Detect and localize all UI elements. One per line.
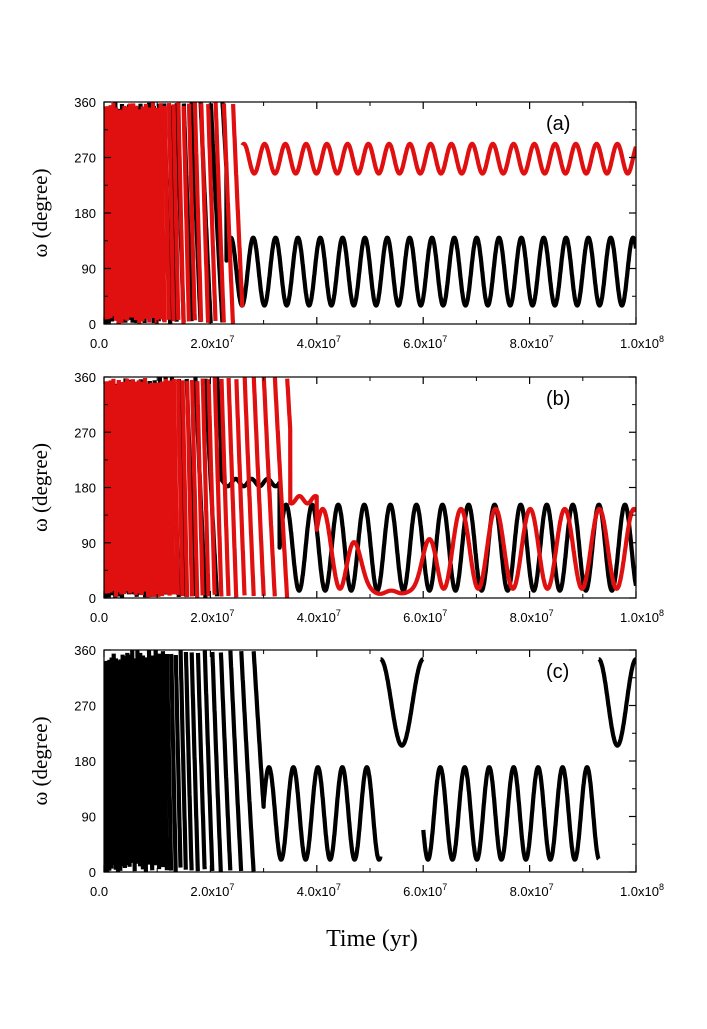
y-tick-label: 180 xyxy=(74,206,96,221)
x-tick-label: 0.0 xyxy=(90,336,108,351)
x-tick-label: 1.0x108 xyxy=(620,608,664,625)
y-tick-label: 180 xyxy=(74,754,96,769)
y-tick-label: 0 xyxy=(89,591,96,606)
x-tick-label: 1.0x108 xyxy=(620,882,664,899)
panel-label: (c) xyxy=(546,661,569,683)
y-tick-label: 180 xyxy=(74,481,96,496)
y-tick-label: 0 xyxy=(89,317,96,332)
x-tick-label: 8.0x107 xyxy=(510,882,554,899)
panel-b: 0 90 180 270 360 0.0 2.0x107 4.0x107 6.0x107 8.0x… xyxy=(28,370,664,625)
y-tick-label: 270 xyxy=(74,151,96,166)
x-tick-label: 6.0x107 xyxy=(403,334,447,351)
y-tick-label: 90 xyxy=(82,810,96,825)
x-tick-label: 2.0x107 xyxy=(190,882,234,899)
x-tick-label: 0.0 xyxy=(90,884,108,899)
y-tick-label: 360 xyxy=(74,370,96,385)
x-tick-label: 4.0x107 xyxy=(297,882,341,899)
x-tick-label: 6.0x107 xyxy=(403,882,447,899)
series-line-black xyxy=(104,650,636,872)
x-tick-label: 8.0x107 xyxy=(510,334,554,351)
panel-c: 0 90 180 270 360 0.0 2.0x107 4.0x107 6.0x107 8.0x… xyxy=(28,643,664,899)
x-tick-label: 8.0x107 xyxy=(510,608,554,625)
y-tick-label: 360 xyxy=(74,643,96,658)
x-tick-label: 4.0x107 xyxy=(297,334,341,351)
y-tick-label: 270 xyxy=(74,425,96,440)
panel-a: 0 90 180 270 360 0.0 2.0x107 4.0x107 6.0x107 8.0x… xyxy=(28,95,664,351)
y-axis-label: ω (degree) xyxy=(28,716,52,805)
x-tick-label: 2.0x107 xyxy=(190,608,234,625)
x-tick-label: 2.0x107 xyxy=(190,334,234,351)
y-axis-label: ω (degree) xyxy=(28,443,52,532)
x-tick-label: 0.0 xyxy=(90,610,108,625)
y-axis-label: ω (degree) xyxy=(28,168,52,257)
x-tick-label: 4.0x107 xyxy=(297,608,341,625)
y-tick-label: 270 xyxy=(74,699,96,714)
x-tick-label: 6.0x107 xyxy=(403,608,447,625)
y-tick-label: 90 xyxy=(82,262,96,277)
y-tick-label: 360 xyxy=(74,95,96,110)
x-tick-label: 1.0x108 xyxy=(620,334,664,351)
y-tick-label: 0 xyxy=(89,865,96,880)
y-tick-label: 90 xyxy=(82,536,96,551)
panel-label: (a) xyxy=(546,113,570,135)
panel-label: (b) xyxy=(546,388,570,410)
x-axis-label: Time (yr) xyxy=(326,926,418,952)
